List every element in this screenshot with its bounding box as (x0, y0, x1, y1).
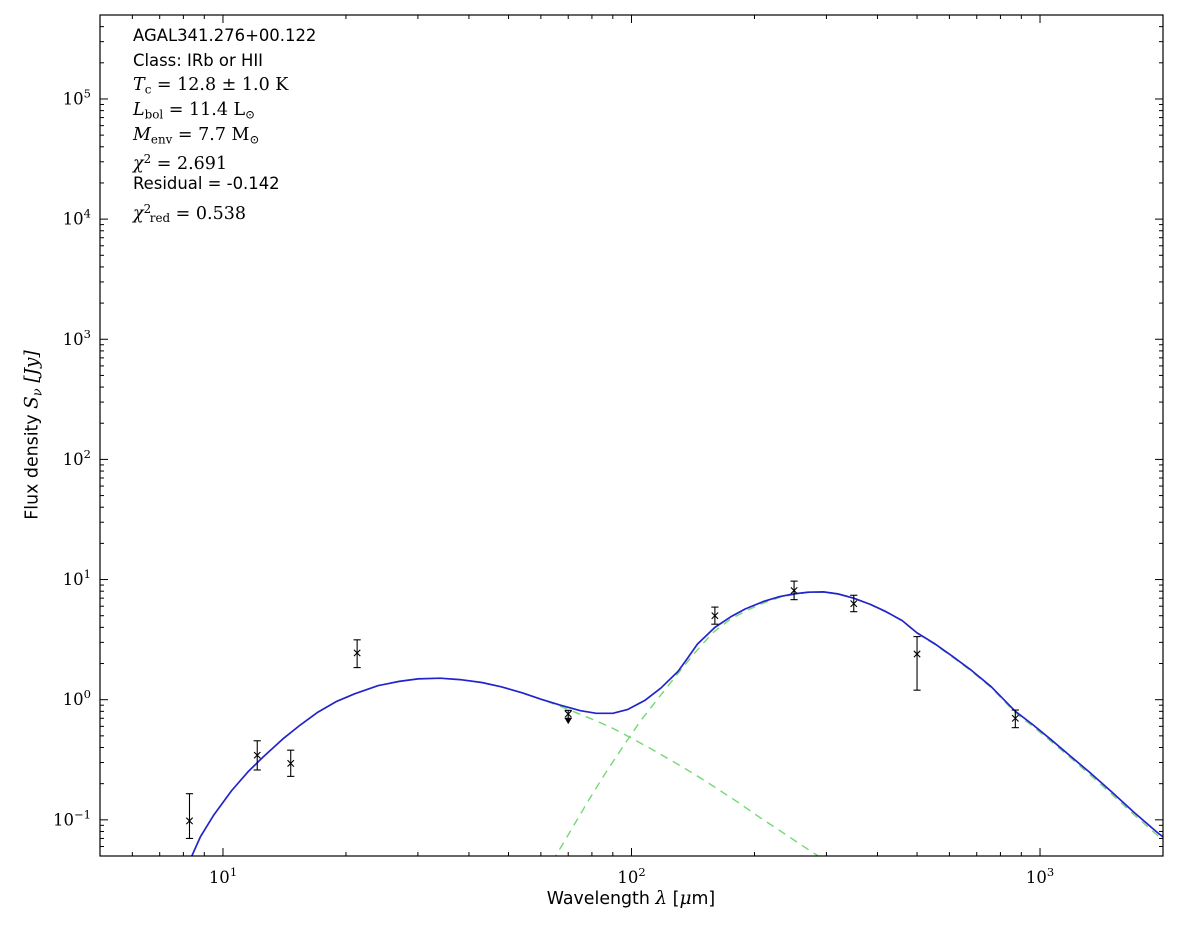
text-segment: ⊙ (245, 107, 256, 122)
data-point (287, 749, 295, 777)
tick-label: 103 (63, 327, 91, 349)
text-segment: L (133, 100, 145, 121)
tick-label: 101 (63, 567, 91, 589)
annotation-line: AGAL341.276+00.122 (133, 24, 316, 49)
upper-limit-arrow-icon (564, 718, 572, 725)
text-segment: bol (144, 107, 164, 122)
text-segment: red (149, 211, 171, 226)
text-segment: m] (691, 889, 716, 909)
text-segment: = 11.4 L (163, 100, 246, 121)
text-segment: = 7.7 M (172, 124, 250, 145)
model-curves (190, 591, 1163, 856)
tick-labels: 101 102 103 10−1 100 101 102 103 104 105 (53, 86, 1054, 887)
data-point (1011, 709, 1019, 729)
tick-label: 104 (63, 207, 91, 229)
text-segment: M (133, 124, 151, 145)
text-segment: T (133, 75, 145, 96)
data-point (790, 580, 798, 601)
text-segment: = 2.691 (151, 154, 228, 175)
annotation-box: AGAL341.276+00.122 Class: IRb or HII Tc = … (133, 24, 316, 226)
annotation-line: Menv = 7.7 M⊙ (133, 123, 316, 148)
text-segment: 2 (143, 201, 152, 216)
text-segment: Residual = -0.142 (133, 174, 280, 194)
data-point (185, 793, 194, 839)
warm-component-curve (546, 700, 820, 856)
annotation-line: χ2 = 2.691 (133, 147, 316, 175)
data-point (711, 606, 719, 625)
text-segment: ⊙ (249, 132, 260, 147)
text-segment: = 0.538 (170, 204, 246, 224)
text-segment: Jy (21, 357, 43, 376)
data-points (185, 580, 1019, 839)
tick-label: 102 (617, 865, 645, 887)
text-segment: [ (21, 375, 43, 389)
text-segment: Flux density (22, 408, 43, 520)
text-segment: ν (29, 388, 45, 397)
tick-label: 102 (63, 447, 91, 469)
data-point (253, 740, 261, 771)
text-segment: Class: IRb or HII (133, 50, 264, 70)
data-point (353, 639, 361, 669)
text-segment: = 12.8 ± 1.0 K (151, 75, 289, 96)
tick-label: 100 (63, 687, 91, 709)
text-segment: c (144, 82, 152, 97)
data-point (913, 636, 921, 691)
annotation-line: Lbol = 11.4 L⊙ (133, 98, 316, 123)
text-segment: [ (667, 889, 680, 909)
text-segment: ] (21, 350, 43, 358)
data-point (564, 709, 572, 725)
text-segment: S (21, 396, 43, 409)
tick-label: 103 (1026, 865, 1054, 887)
text-segment: λ (655, 888, 668, 909)
annotation-line: Tc = 12.8 ± 1.0 K (133, 73, 316, 98)
x-axis-label: Wavelength λ [μm] (547, 888, 715, 909)
tick-label: 101 (209, 865, 237, 887)
tick-marks (99, 14, 1164, 857)
tick-label: 10−1 (53, 807, 91, 829)
cold-component-greybody-curve (554, 591, 1163, 856)
data-point (850, 594, 858, 613)
text-segment: μ (679, 888, 692, 909)
y-axis-label: Flux density Sν [Jy] (22, 350, 45, 519)
annotation-line: Residual = -0.142 (133, 172, 316, 197)
text-segment: AGAL341.276+00.122 (133, 26, 317, 45)
annotation-line: Class: IRb or HII (133, 49, 316, 74)
total-model-curve (190, 591, 1163, 856)
text-segment: χ (133, 204, 144, 224)
text-segment: Wavelength (546, 889, 656, 909)
annotation-line: χ2red = 0.538 (133, 197, 316, 226)
text-segment: 2 (143, 152, 152, 167)
text-segment: χ (133, 154, 144, 175)
tick-label: 105 (63, 86, 91, 108)
text-segment: env (150, 132, 173, 147)
